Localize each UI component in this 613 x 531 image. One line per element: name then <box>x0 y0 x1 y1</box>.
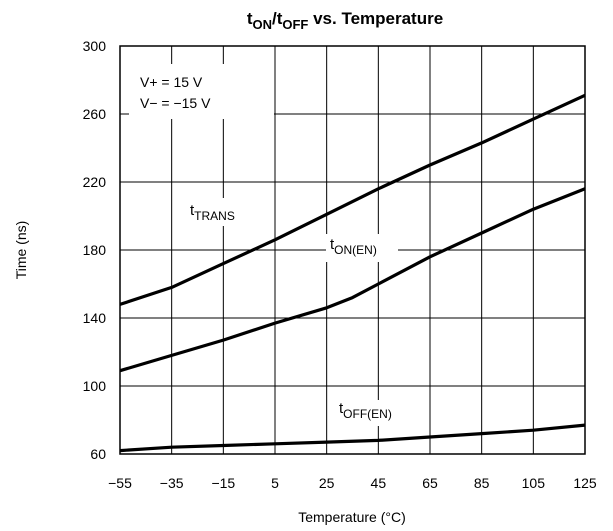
conditions-box <box>129 64 274 119</box>
title-off-sub: OFF <box>282 17 308 32</box>
ton-t: t <box>330 236 335 253</box>
x-tick-label: 5 <box>271 475 279 491</box>
y-axis-label: Time (ns) <box>13 221 29 280</box>
title-rest: vs. Temperature <box>308 9 443 28</box>
ton-sub: ON(EN) <box>334 243 377 257</box>
y-tick-label: 140 <box>83 310 107 326</box>
toff-t: t <box>339 400 344 417</box>
series-label-ton: tON(EN) <box>330 236 377 257</box>
x-tick-label: 105 <box>522 475 546 491</box>
y-tick-label: 260 <box>83 106 107 122</box>
label-bg-ton <box>326 234 398 262</box>
x-tick-label: −35 <box>160 475 184 491</box>
series-lines <box>119 93 586 453</box>
title-slash: /t <box>272 9 283 28</box>
y-tick-label: 100 <box>83 378 107 394</box>
x-tick-label: 45 <box>371 475 387 491</box>
title-t: t <box>247 9 253 28</box>
ttrans-sub: TRANS <box>194 209 235 223</box>
label-bg-toff <box>336 400 414 426</box>
y-tick-label: 300 <box>83 38 107 54</box>
ttrans-t: t <box>190 202 195 219</box>
series-label-toff: tOFF(EN) <box>339 400 392 421</box>
y-tick-labels: 60 100 140 180 220 260 300 <box>83 38 107 462</box>
y-tick-label: 220 <box>83 174 107 190</box>
x-tick-label: −55 <box>108 475 132 491</box>
toff-sub: OFF(EN) <box>343 407 392 421</box>
y-tick-label: 180 <box>83 242 107 258</box>
series-line-2 <box>119 423 586 453</box>
plot-frame <box>119 45 586 455</box>
x-tick-labels: −55 −35 −15 5 25 45 65 85 105 125 <box>108 475 597 491</box>
series-line-1 <box>119 187 586 373</box>
x-tick-label: 85 <box>474 475 490 491</box>
condition-vminus: V− = −15 V <box>140 95 211 111</box>
x-tick-label: 25 <box>319 475 335 491</box>
series-line-0 <box>119 93 586 306</box>
title-on-sub: ON <box>252 17 272 32</box>
chart-title: tON/tOFF vs. Temperature <box>247 9 443 32</box>
x-tick-label: 125 <box>573 475 597 491</box>
y-tick-label: 60 <box>90 446 106 462</box>
x-tick-label: 65 <box>422 475 438 491</box>
x-tick-label: −15 <box>211 475 235 491</box>
x-axis-label: Temperature (°C) <box>298 509 406 525</box>
series-label-ttrans: tTRANS <box>190 202 235 223</box>
label-bg-ttrans <box>186 198 248 226</box>
condition-vplus: V+ = 15 V <box>140 74 203 90</box>
